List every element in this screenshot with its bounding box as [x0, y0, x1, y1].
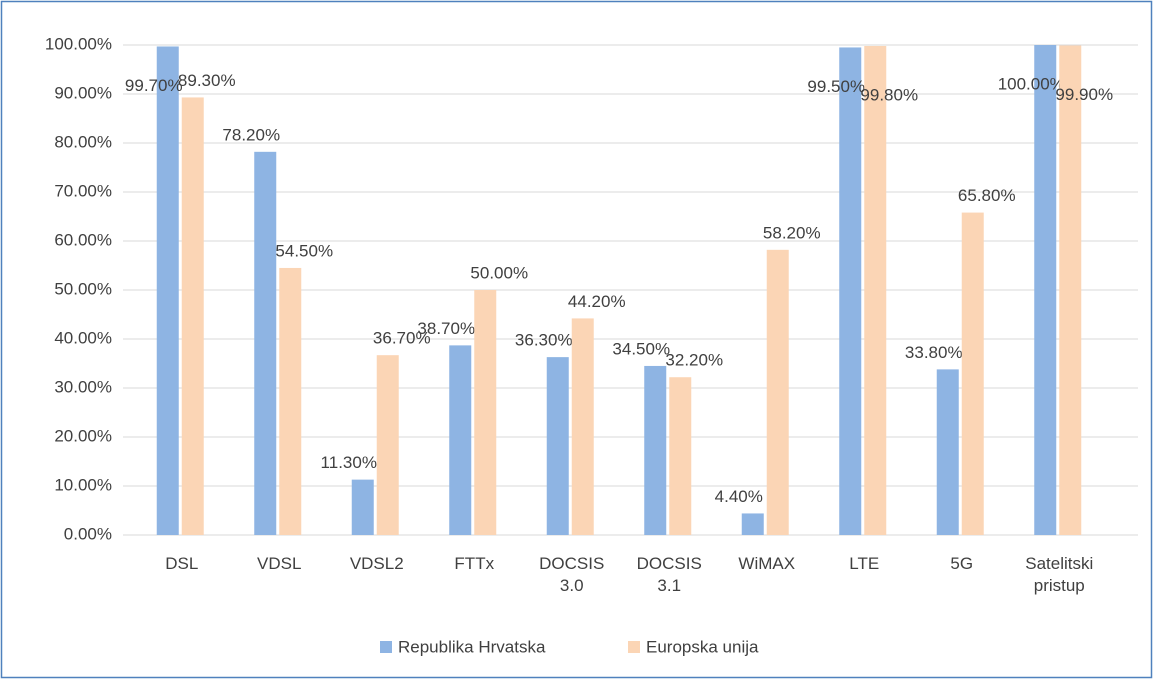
bar: [864, 45, 887, 535]
bar: [571, 318, 594, 535]
y-tick-label: 80.00%: [54, 132, 112, 151]
y-tick-label: 50.00%: [54, 279, 112, 298]
data-label: 54.50%: [275, 241, 333, 260]
data-label: 99.90%: [1055, 85, 1113, 104]
y-tick-label: 60.00%: [54, 230, 112, 249]
bar: [279, 267, 302, 535]
bar: [839, 47, 862, 535]
data-label: 32.20%: [665, 351, 723, 370]
data-label: 34.50%: [612, 339, 670, 358]
data-label: 36.70%: [373, 329, 431, 348]
legend-label: Republika Hrvatska: [398, 637, 546, 656]
bar: [644, 365, 667, 535]
bar: [766, 249, 789, 535]
x-tick-label: VDSL: [257, 554, 302, 573]
bar: [181, 97, 204, 536]
y-tick-label: 30.00%: [54, 377, 112, 396]
bar: [546, 357, 569, 535]
x-tick-label: DOCSIS 3.1: [636, 554, 702, 595]
data-label: 11.30%: [321, 453, 377, 472]
y-tick-label: 20.00%: [54, 426, 112, 445]
x-tick-label: Satelitski pristup: [1025, 554, 1094, 595]
data-label: 4.40%: [715, 487, 763, 506]
x-tick-label: VDSL2: [349, 554, 404, 573]
y-tick-label: 90.00%: [54, 83, 112, 102]
data-label: 36.30%: [515, 331, 573, 350]
x-tick-label: 5G: [950, 554, 974, 573]
bar: [156, 46, 179, 535]
bar: [254, 151, 277, 535]
x-tick-label: LTE: [849, 554, 880, 573]
y-tick-label: 70.00%: [54, 181, 112, 200]
data-label: 38.70%: [417, 319, 475, 338]
bar: [936, 369, 959, 535]
data-label: 99.80%: [860, 85, 918, 104]
bar: [376, 355, 399, 535]
data-label: 100.00%: [998, 74, 1065, 93]
data-label: 58.20%: [763, 223, 821, 242]
data-label: 33.80%: [905, 343, 963, 362]
data-label: 65.80%: [958, 186, 1016, 205]
data-label: 89.30%: [178, 71, 236, 90]
x-tick-label: FTTx: [454, 554, 495, 573]
data-label: 99.50%: [807, 77, 865, 96]
legend-swatch: [380, 641, 392, 653]
x-tick-label: DSL: [165, 554, 199, 573]
data-label: 50.00%: [470, 263, 528, 282]
data-label: 99.70%: [125, 76, 183, 95]
data-label: 78.20%: [222, 125, 280, 144]
bar: [1034, 45, 1057, 535]
bar: [669, 377, 692, 535]
x-tick-label: DOCSIS 3.0: [539, 554, 605, 595]
y-tick-label: 0.00%: [64, 524, 112, 543]
legend-swatch: [628, 641, 640, 653]
bar: [741, 513, 764, 535]
bar: [1059, 45, 1082, 536]
bar: [351, 479, 374, 535]
bar: [961, 212, 984, 535]
x-tick-label: WiMAX: [738, 554, 796, 573]
legend-label: Europska unija: [646, 637, 759, 656]
y-tick-label: 10.00%: [54, 475, 112, 494]
data-label: 44.20%: [568, 292, 626, 311]
bar: [474, 290, 497, 535]
bar: [449, 345, 472, 535]
y-tick-label: 100.00%: [45, 34, 112, 53]
y-tick-label: 40.00%: [54, 328, 112, 347]
